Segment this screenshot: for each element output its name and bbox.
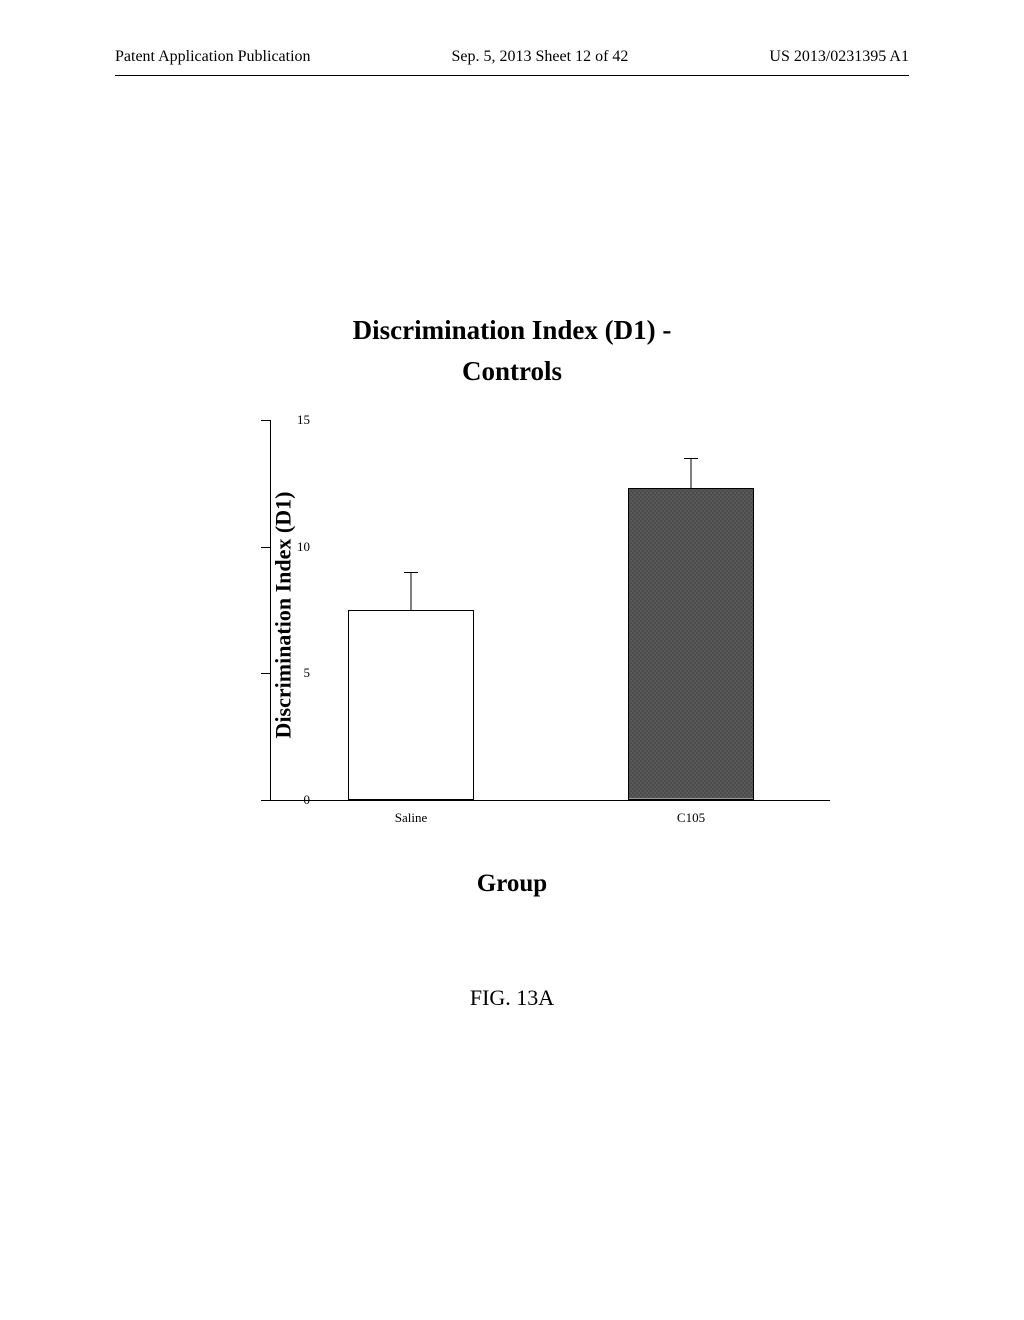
header-right: US 2013/0231395 A1 [769, 48, 909, 66]
error-bar [411, 572, 412, 610]
error-bar [691, 458, 692, 488]
chart-title-line1: Discrimination Index (D1) - [0, 310, 1024, 351]
header-left: Patent Application Publication [115, 48, 311, 66]
error-cap [404, 572, 418, 573]
y-tick-label: 0 [270, 792, 310, 808]
chart-title: Discrimination Index (D1) - Controls [0, 310, 1024, 391]
x-axis-label: Group [0, 870, 1024, 898]
y-tick-label: 5 [270, 665, 310, 681]
x-tick-label: C105 [677, 810, 705, 826]
plot-area: 051015SalineC105 [270, 420, 830, 800]
bar-saline [348, 610, 474, 800]
page-header: Patent Application Publication Sep. 5, 2… [0, 48, 1024, 66]
y-tick-label: 15 [270, 412, 310, 428]
x-tick-label: Saline [395, 810, 428, 826]
chart-title-line2: Controls [0, 351, 1024, 392]
x-axis-line [271, 800, 830, 801]
chart-area: Discrimination Index (D1) 051015SalineC1… [220, 420, 840, 810]
error-cap [684, 458, 698, 459]
figure-label: FIG. 13A [0, 985, 1024, 1011]
y-tick-label: 10 [270, 539, 310, 555]
bar-c105 [628, 488, 754, 800]
header-center: Sep. 5, 2013 Sheet 12 of 42 [452, 48, 629, 66]
header-rule [115, 75, 909, 76]
